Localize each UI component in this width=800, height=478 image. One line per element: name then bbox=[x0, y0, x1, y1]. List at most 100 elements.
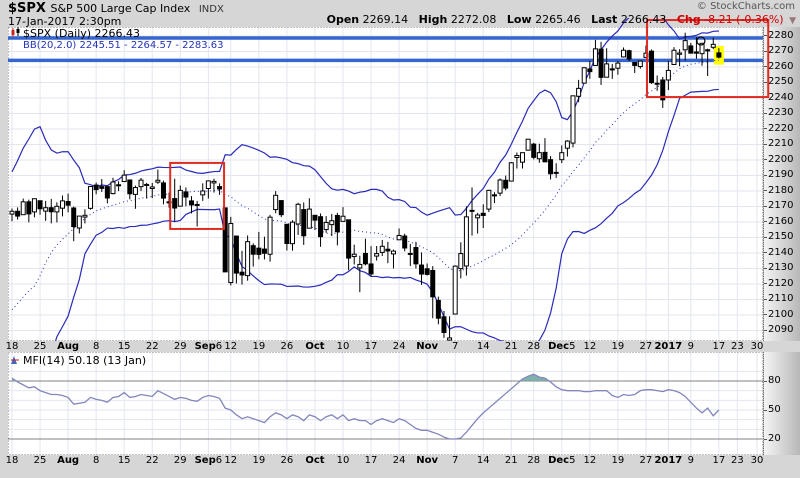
x-tick-label: 14 bbox=[476, 341, 490, 352]
x-tick-label: Sep6 bbox=[194, 455, 223, 466]
x-tick-label: 10 bbox=[336, 341, 350, 352]
x-tick-label: Sep6 bbox=[194, 341, 223, 352]
x-tick-label: Oct bbox=[305, 455, 325, 466]
candle bbox=[688, 45, 694, 54]
y-tick-label: 2170 bbox=[768, 200, 794, 212]
candle bbox=[682, 40, 688, 51]
candle bbox=[671, 49, 677, 66]
candle bbox=[144, 183, 150, 186]
y-tick-label: 2110 bbox=[768, 293, 794, 305]
price-legend: $SPX (Daily) 2266.43 bbox=[23, 27, 140, 40]
x-tick-label: 19 bbox=[252, 455, 266, 466]
mfi-legend: MFI(14) 50.18 (13 Jan) bbox=[23, 354, 146, 367]
candle bbox=[637, 60, 643, 68]
candle bbox=[419, 264, 425, 275]
x-tick-label: 30 bbox=[750, 455, 764, 466]
candle bbox=[357, 263, 363, 269]
x-tick-label: 8 bbox=[92, 455, 100, 466]
candle bbox=[9, 210, 15, 215]
candle bbox=[31, 198, 37, 213]
candle bbox=[211, 180, 217, 184]
candle bbox=[520, 152, 526, 163]
x-tick-label: 9 bbox=[687, 341, 694, 352]
candle bbox=[43, 207, 49, 212]
mfi-chart: MFI(14) 50.18 (13 Jan) bbox=[8, 352, 763, 455]
x-tick-label: Aug bbox=[57, 341, 80, 352]
x-tick-label: 12 bbox=[583, 455, 597, 466]
x-tick-label: 25 bbox=[33, 341, 47, 352]
x-tick-label: 21 bbox=[504, 341, 518, 352]
candle bbox=[48, 207, 54, 213]
candle bbox=[290, 221, 295, 245]
x-tick-label: 10 bbox=[336, 455, 350, 466]
candle bbox=[379, 245, 385, 253]
candle bbox=[407, 252, 413, 255]
candle bbox=[99, 186, 105, 189]
candle bbox=[346, 219, 352, 259]
red-box-annotation[interactable] bbox=[169, 161, 226, 230]
chg-value: -8.21 (-0.36%) bbox=[704, 13, 784, 26]
candle bbox=[564, 140, 570, 149]
y-tick-label: 2190 bbox=[768, 169, 794, 181]
x-tick-label: 21 bbox=[504, 455, 518, 466]
high-value: 2272.08 bbox=[450, 13, 497, 26]
candle bbox=[710, 43, 716, 48]
x-tick-label: 23 bbox=[730, 341, 744, 352]
circle-annotation[interactable] bbox=[696, 36, 706, 46]
mfi-line bbox=[11, 373, 720, 440]
y-tick-label: 2160 bbox=[768, 215, 794, 227]
candle bbox=[609, 68, 615, 71]
x-tick-label: 28 bbox=[527, 455, 541, 466]
x-tick-label: Dec5 bbox=[548, 455, 576, 466]
x-tick-label: 15 bbox=[117, 341, 131, 352]
candle bbox=[15, 210, 21, 217]
candle bbox=[323, 221, 329, 231]
red-box-annotation[interactable] bbox=[646, 19, 770, 99]
candle bbox=[233, 235, 239, 274]
x-tick-label: 24 bbox=[392, 341, 406, 352]
candle bbox=[649, 50, 655, 84]
candle bbox=[413, 247, 419, 265]
low-value: 2265.46 bbox=[535, 13, 581, 26]
x-tick-label: 12 bbox=[583, 341, 597, 352]
candle bbox=[632, 61, 638, 66]
candle bbox=[362, 252, 368, 265]
x-tick-label: 9 bbox=[687, 455, 694, 466]
candle bbox=[88, 185, 94, 209]
x-tick-label: Nov bbox=[416, 341, 439, 352]
candle bbox=[491, 194, 497, 197]
candle bbox=[177, 189, 183, 207]
candle bbox=[306, 208, 312, 229]
candle bbox=[716, 52, 722, 58]
chart-datetime: 17-Jan-2017 2:30pm bbox=[8, 15, 122, 28]
candle bbox=[660, 79, 666, 101]
candle bbox=[486, 189, 492, 210]
candle bbox=[54, 205, 60, 213]
exchange-label: INDX bbox=[198, 4, 224, 15]
x-tick-label: 8 bbox=[92, 341, 100, 352]
candle bbox=[20, 201, 26, 216]
candle bbox=[463, 216, 469, 267]
x-tick-label: 17 bbox=[364, 455, 378, 466]
candle bbox=[548, 159, 554, 175]
x-tick-label: 7 bbox=[452, 341, 459, 352]
candle bbox=[93, 184, 99, 191]
x-tick-label: 22 bbox=[145, 341, 159, 352]
candle bbox=[334, 214, 340, 233]
candle bbox=[497, 179, 503, 194]
chevron-down-icon[interactable]: ▼ bbox=[789, 16, 796, 26]
low-label: Low bbox=[506, 13, 532, 26]
candle bbox=[217, 186, 223, 190]
candle bbox=[189, 200, 195, 206]
x-tick-label: 7 bbox=[452, 455, 459, 466]
page-title: $SPX S&P 500 Large Cap Index INDX bbox=[8, 1, 224, 16]
candle bbox=[284, 223, 290, 245]
x-tick-label: 17 bbox=[364, 341, 378, 352]
y-tick-label: 2220 bbox=[768, 122, 794, 134]
candle bbox=[312, 214, 318, 221]
mfi-plot-bg bbox=[8, 352, 763, 455]
candle bbox=[435, 299, 441, 319]
candle bbox=[82, 214, 88, 218]
candle bbox=[301, 209, 307, 237]
y-tick-label: 50 bbox=[768, 404, 781, 415]
